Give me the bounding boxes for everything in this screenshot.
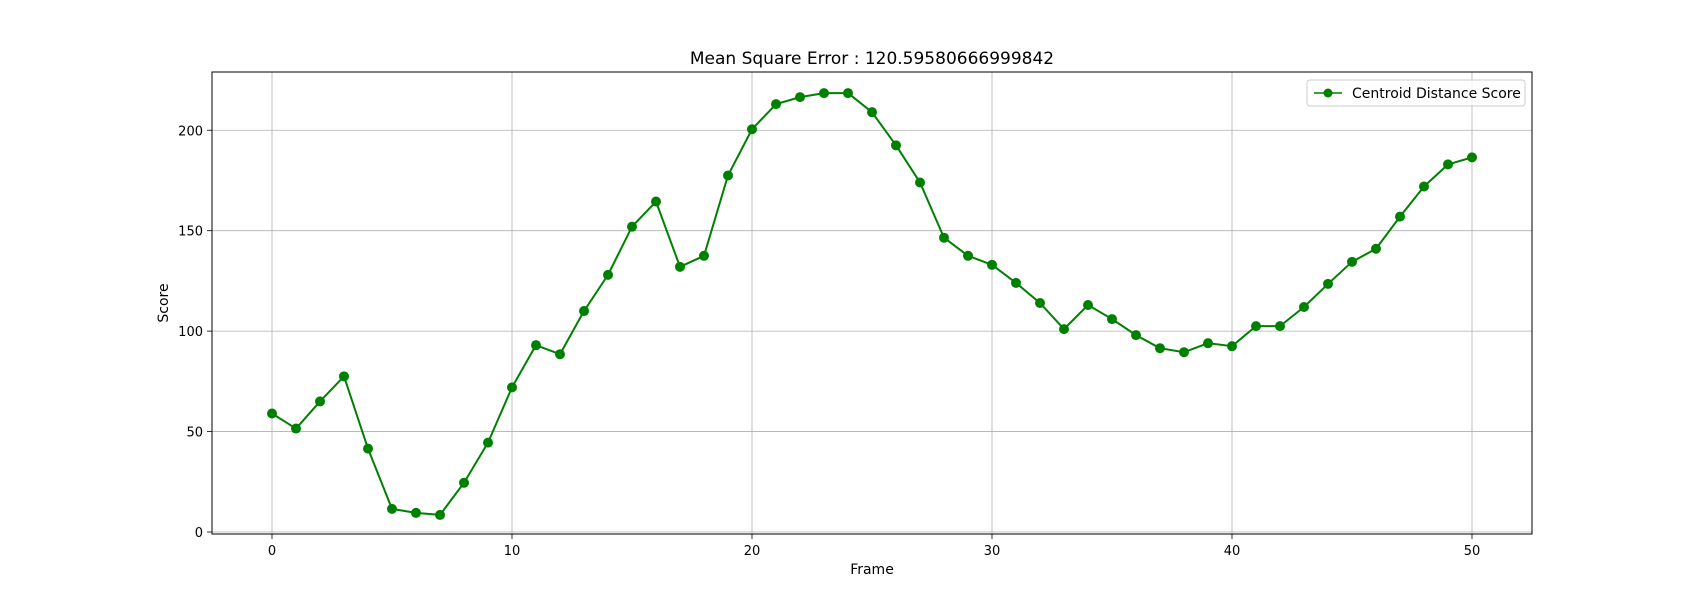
data-point	[699, 250, 709, 261]
axis-ticks: 0 10 20 30 40 50 0 50 100 150 200	[178, 124, 1480, 559]
y-tick-label: 0	[195, 526, 203, 541]
data-point	[531, 340, 541, 351]
grid-lines	[212, 72, 1532, 534]
x-tick-label: 20	[744, 544, 761, 559]
data-point	[387, 503, 397, 514]
x-tick-label: 30	[984, 544, 1001, 559]
data-point	[1179, 347, 1189, 358]
y-axis-label: Score	[156, 283, 172, 322]
data-point	[483, 437, 493, 448]
data-point	[363, 443, 373, 454]
y-tick-label: 150	[178, 225, 203, 240]
data-point	[1323, 278, 1333, 289]
data-point	[1083, 300, 1093, 311]
data-point	[675, 261, 685, 272]
data-point	[1227, 341, 1237, 352]
series-line	[271, 92, 1473, 516]
data-point	[1299, 302, 1309, 313]
data-point	[1347, 256, 1357, 267]
data-point	[819, 88, 829, 99]
x-tick-label: 50	[1464, 544, 1481, 559]
data-point	[291, 423, 301, 434]
data-point	[411, 507, 421, 518]
y-tick-label: 200	[178, 124, 203, 139]
legend: Centroid Distance Score	[1306, 79, 1526, 107]
data-point	[267, 408, 277, 419]
data-point	[915, 177, 925, 188]
data-point	[1251, 321, 1261, 332]
data-point	[339, 371, 349, 382]
series-markers	[267, 88, 1477, 520]
data-point	[795, 92, 805, 103]
data-point	[555, 349, 565, 360]
data-point	[1107, 314, 1117, 325]
data-point	[867, 107, 877, 118]
data-point	[627, 221, 637, 232]
data-point	[843, 88, 853, 99]
data-point	[1035, 298, 1045, 308]
data-point	[1443, 159, 1453, 170]
data-point	[1419, 181, 1429, 192]
y-tick-label: 50	[186, 426, 203, 441]
x-axis-label: Frame	[850, 562, 894, 578]
y-tick-label: 100	[178, 325, 203, 340]
data-point	[1371, 243, 1381, 254]
data-point	[435, 509, 445, 520]
data-point	[771, 99, 781, 110]
data-point	[987, 259, 997, 270]
data-point	[1131, 330, 1141, 341]
data-point	[507, 382, 517, 393]
x-tick-label: 0	[268, 544, 276, 559]
x-tick-label: 10	[504, 544, 521, 559]
data-point	[939, 232, 949, 243]
data-point	[1011, 277, 1021, 288]
data-point	[1467, 152, 1477, 163]
data-point	[1203, 338, 1213, 349]
data-point	[603, 269, 613, 280]
data-point	[579, 306, 589, 317]
data-point	[651, 196, 661, 207]
data-point	[1395, 211, 1405, 222]
legend-box	[1306, 79, 1526, 107]
series-polyline	[271, 92, 1473, 516]
x-tick-label: 40	[1224, 544, 1241, 559]
data-point	[891, 140, 901, 151]
legend-marker-icon	[1323, 88, 1333, 98]
data-point	[1155, 343, 1165, 354]
data-point	[315, 396, 325, 407]
data-point	[1059, 324, 1069, 335]
chart-title: Mean Square Error : 120.59580666999842	[690, 49, 1054, 69]
data-point	[1275, 321, 1285, 332]
data-point	[747, 124, 757, 135]
data-point	[459, 477, 469, 488]
plot-area-frame	[211, 71, 1533, 535]
legend-label: Centroid Distance Score	[1352, 86, 1521, 102]
data-point	[723, 170, 733, 181]
data-point	[963, 250, 973, 261]
